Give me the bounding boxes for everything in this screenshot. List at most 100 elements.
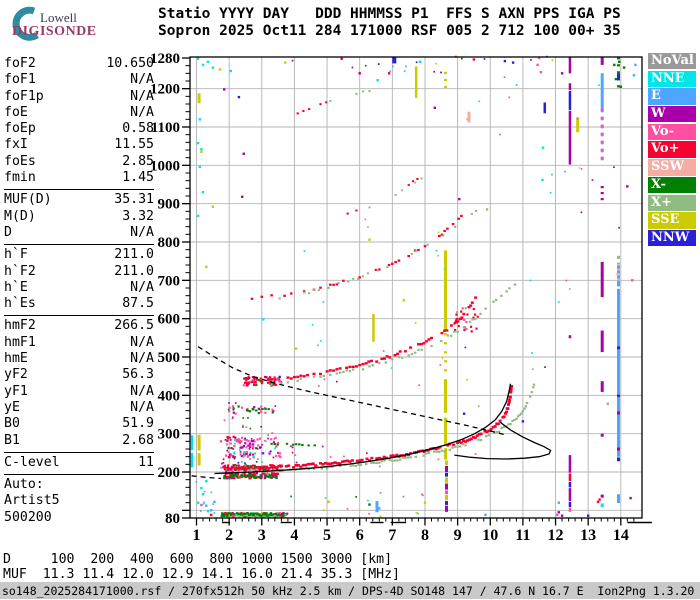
param-row-foF1: foF1 N/A — [4, 72, 154, 88]
svg-text:5: 5 — [323, 527, 331, 544]
svg-text:700: 700 — [158, 273, 181, 289]
param-value: 2.68 — [122, 432, 154, 448]
param-value: N/A — [130, 279, 154, 295]
param-label: foEp — [4, 121, 36, 137]
station-header: Statio YYYY DAY DDD HHMMSS P1 FFS S AXN … — [158, 6, 621, 39]
param-label: yF2 — [4, 367, 28, 383]
svg-text:500: 500 — [158, 350, 181, 366]
param-label: M(D) — [4, 208, 36, 224]
parameter-panel: foF2 10.650 foF1 N/A foF1p N/A foE N/A foEp 0.58 f… — [4, 56, 154, 526]
param-label: hmE — [4, 351, 28, 367]
svg-text:7: 7 — [388, 527, 396, 544]
param-row-D: D N/A — [4, 225, 154, 241]
svg-text:12: 12 — [548, 527, 564, 544]
param-value: N/A — [130, 399, 154, 415]
param-row-hF2: h`F2 211.0 — [4, 264, 154, 280]
param-label: C-level — [4, 454, 60, 470]
autoscaling-info: Auto: — [4, 477, 44, 493]
panel-separator — [4, 451, 154, 453]
panel-separator — [4, 189, 154, 191]
param-row-hF: h`F 211.0 — [4, 247, 154, 263]
file-info-text: so148_2025284171000.rsf / 270fx512h 50 k… — [2, 584, 695, 598]
param-row-hE: h`E N/A — [4, 280, 154, 296]
param-row-fmin: fmin 1.45 — [4, 170, 154, 186]
param-row-fxI: fxI 11.55 — [4, 137, 154, 153]
legend-item-SSW: SSW — [648, 159, 696, 176]
param-value: N/A — [130, 383, 154, 399]
svg-text:3: 3 — [258, 527, 266, 544]
autoscaling-info: Artist5 — [4, 493, 60, 509]
param-label: D — [4, 224, 12, 240]
param-label: h`E — [4, 279, 28, 295]
param-label: B1 — [4, 432, 20, 448]
panel-separator — [4, 315, 154, 317]
svg-text:900: 900 — [158, 197, 181, 213]
param-row-foEs: foEs 2.85 — [4, 154, 154, 170]
autoscaling-info: 500200 — [4, 509, 52, 525]
svg-text:600: 600 — [158, 312, 181, 328]
svg-text:400: 400 — [158, 388, 181, 404]
param-value: 3.32 — [122, 208, 154, 224]
legend-item-E: E — [648, 88, 696, 105]
svg-text:1280: 1280 — [150, 51, 180, 67]
legend-item-X: X+ — [648, 194, 696, 211]
param-value: 211.0 — [114, 247, 154, 263]
param-label: h`Es — [4, 296, 36, 312]
svg-text:13: 13 — [580, 527, 596, 544]
param-value: N/A — [130, 104, 154, 120]
legend-item-Vo: Vo+ — [648, 141, 696, 158]
param-value: 56.3 — [122, 367, 154, 383]
param-row-foE: foE N/A — [4, 105, 154, 121]
svg-text:80: 80 — [165, 511, 180, 527]
param-row-foF2: foF2 10.650 — [4, 56, 154, 72]
param-value: 11.55 — [114, 137, 154, 153]
panel-separator — [4, 474, 154, 476]
svg-text:1000: 1000 — [150, 158, 180, 174]
logo-digisonde-text: DIGISONDE — [12, 24, 97, 39]
muf-values-row: MUF 11.3 11.4 12.0 12.9 14.1 16.0 21.4 3… — [3, 567, 400, 582]
svg-text:2: 2 — [225, 527, 233, 544]
param-label: fxI — [4, 137, 28, 153]
param-row-hmE: hmE N/A — [4, 351, 154, 367]
svg-text:4: 4 — [290, 527, 298, 544]
logo-crescent-icon — [12, 6, 39, 41]
svg-text:6: 6 — [356, 527, 364, 544]
doppler-legend: NoVal NNE E W Vo- Vo+ SSW X- X+ SSE NNW — [648, 53, 696, 248]
param-value: 87.5 — [122, 296, 154, 312]
param-value: N/A — [130, 224, 154, 240]
logo-lowell-text: Lowell — [40, 10, 77, 25]
svg-text:11: 11 — [515, 527, 530, 544]
svg-text:1200: 1200 — [150, 82, 180, 98]
panel-separator — [4, 244, 154, 246]
param-value: 35.31 — [114, 192, 154, 208]
param-label: hmF1 — [4, 334, 36, 350]
param-row-B1: B1 2.68 — [4, 433, 154, 449]
muf-distance-row: D 100 200 400 600 800 1000 1500 3000 [km… — [3, 552, 393, 567]
digisonde-logo: Lowell DIGISONDE — [6, 4, 146, 44]
param-value: 1.45 — [122, 170, 154, 186]
param-value: 0.58 — [122, 121, 154, 137]
param-label: yE — [4, 399, 20, 415]
param-row-B0: B0 51.9 — [4, 416, 154, 432]
legend-item-NoVal: NoVal — [648, 53, 696, 70]
param-label: B0 — [4, 416, 20, 432]
param-value: N/A — [130, 72, 154, 88]
legend-item-W: W — [648, 106, 696, 123]
svg-text:8: 8 — [421, 527, 429, 544]
param-row-Clevel: C-level 11 — [4, 455, 154, 471]
svg-text:1100: 1100 — [151, 120, 180, 136]
param-label: foF2 — [4, 56, 36, 71]
param-label: foF1p — [4, 88, 44, 104]
param-value: 11 — [138, 454, 154, 470]
legend-item-X: X- — [648, 176, 696, 194]
svg-text:800: 800 — [158, 235, 181, 251]
header-columns-line: Statio YYYY DAY DDD HHMMSS P1 FFS S AXN … — [158, 6, 621, 22]
legend-item-NNE: NNE — [648, 70, 696, 88]
legend-item-Vo: Vo- — [648, 123, 696, 141]
param-row-hEs: h`Es 87.5 — [4, 296, 154, 312]
param-value: 51.9 — [122, 416, 154, 432]
svg-text:9: 9 — [454, 527, 462, 544]
param-value: N/A — [130, 351, 154, 367]
